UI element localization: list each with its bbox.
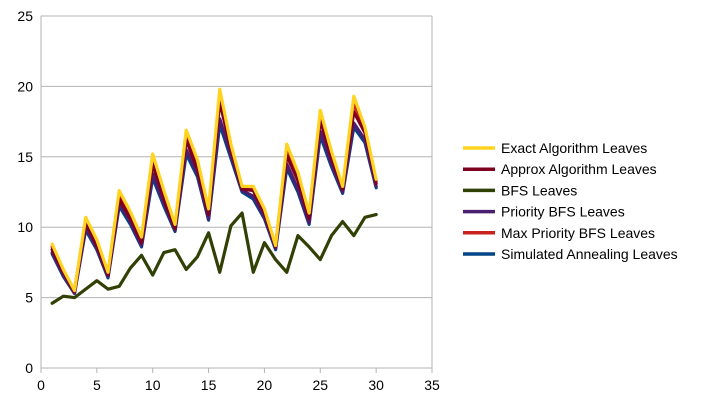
axis-layer: 0 5 10 15 20 25 0 5 10 15 20 25 30 35 (17, 8, 440, 393)
x-tick-label: 25 (312, 377, 328, 393)
x-tick-label: 20 (257, 377, 273, 393)
legend-label: Simulated Annealing Leaves (501, 246, 678, 262)
x-tick-label: 10 (145, 377, 161, 393)
series-line-2 (50, 211, 378, 305)
x-tick-label: 0 (37, 377, 45, 393)
legend-label: Exact Algorithm Leaves (501, 140, 647, 156)
y-tick-label: 5 (25, 290, 33, 306)
legend: Exact Algorithm Leaves Approx Algorithm L… (463, 140, 678, 262)
grid-layer (41, 15, 432, 369)
y-tick-label: 10 (17, 219, 33, 235)
y-tick-label: 20 (17, 78, 33, 94)
x-tick-label: 5 (93, 377, 101, 393)
y-tick-label: 15 (17, 149, 33, 165)
y-tick-label: 0 (25, 360, 33, 376)
y-tick-label: 25 (17, 8, 33, 24)
legend-label: BFS Leaves (501, 182, 577, 198)
legend-label: Max Priority BFS Leaves (501, 225, 655, 241)
x-tick-label: 35 (424, 377, 440, 393)
legend-label: Approx Algorithm Leaves (501, 161, 657, 177)
series-layer (50, 87, 378, 305)
series-line-0 (50, 87, 378, 293)
x-tick-label: 30 (368, 377, 384, 393)
legend-label: Priority BFS Leaves (501, 204, 625, 220)
x-tick-label: 15 (201, 377, 217, 393)
